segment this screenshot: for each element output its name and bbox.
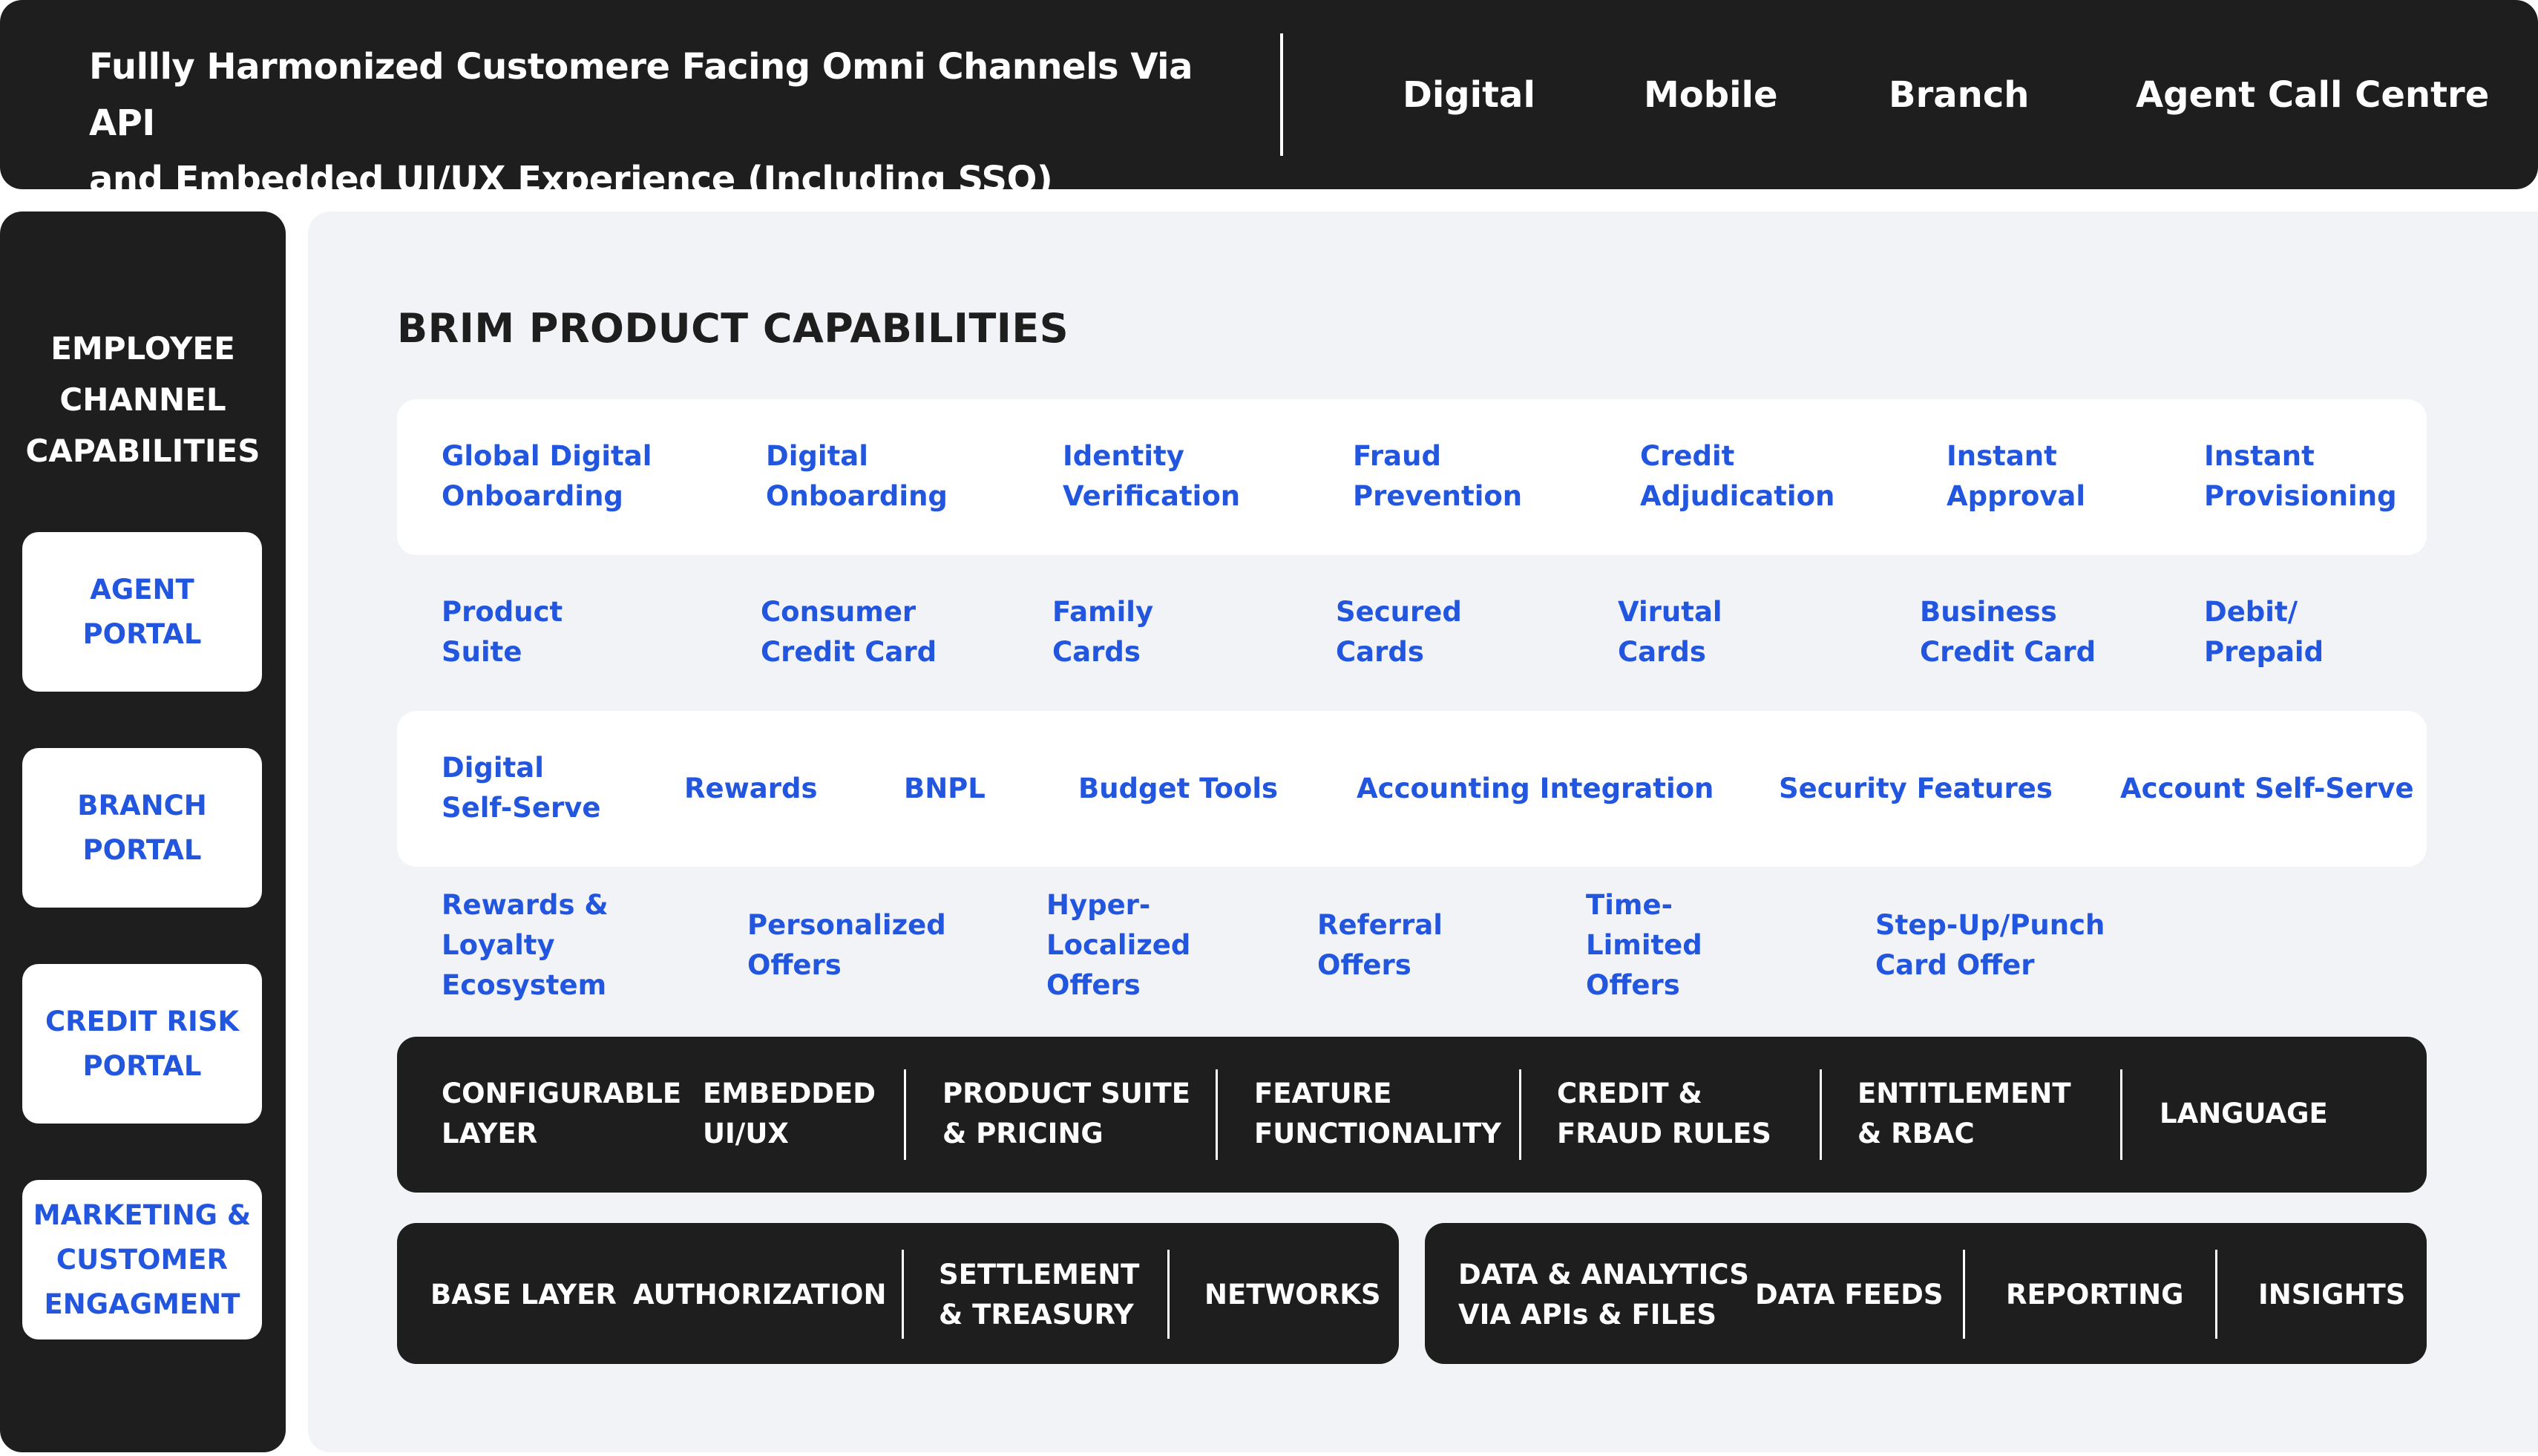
agent-portal-card: AGENT PORTAL (22, 532, 262, 692)
cap-fraud-prevention: Fraud Prevention (1353, 440, 1523, 512)
product-suite-pricing-label: PRODUCT SUITE & PRICING (942, 1078, 1191, 1150)
authorization-label: AUTHORIZATION (633, 1279, 887, 1311)
marketing-portal-label: MARKETING & CUSTOMER ENGAGMENT (33, 1198, 252, 1320)
networks-label: NETWORKS (1204, 1279, 1381, 1311)
branch-portal-label: BRANCH PORTAL (77, 789, 207, 866)
cap-consumer-credit-card: Consumer Credit Card (761, 596, 937, 668)
configurable-layer-bar (397, 1037, 2427, 1193)
configurable-divider (1216, 1069, 1218, 1160)
onboarding-row-band (397, 399, 2427, 555)
cap-rewards-loyalty-ecosystem: Rewards & Loyalty Ecosystem (442, 889, 609, 1001)
credit-fraud-rules-label: CREDIT & FRAUD RULES (1557, 1078, 1771, 1150)
credit-risk-portal-label: CREDIT RISK PORTAL (45, 1005, 240, 1082)
cap-family-cards: Family Cards (1052, 596, 1154, 668)
base-layer-label: BASE LAYER (430, 1279, 617, 1311)
cap-virtual-cards: Virutal Cards (1618, 596, 1722, 668)
self-serve-row-band (397, 711, 2427, 867)
settlement-treasury-label: SETTLEMENT & TREASURY (939, 1259, 1140, 1331)
cap-credit-adjudication: Credit Adjudication (1640, 440, 1835, 512)
cap-rewards: Rewards (684, 773, 818, 804)
configurable-divider (1519, 1069, 1521, 1160)
cap-security-features: Security Features (1779, 773, 2053, 804)
credit-risk-portal-card: CREDIT RISK PORTAL (22, 964, 262, 1124)
entitlement-rbac-label: ENTITLEMENT & RBAC (1857, 1078, 2071, 1150)
cap-digital-onboarding: Digital Onboarding (766, 440, 948, 512)
data-divider (2215, 1250, 2217, 1339)
marketing-customer-engagment-card: MARKETING & CUSTOMER ENGAGMENT (22, 1180, 262, 1339)
data-feeds-label: DATA FEEDS (1755, 1279, 1944, 1311)
cap-accounting-integration: Accounting Integration (1357, 773, 1714, 804)
configurable-divider (2120, 1069, 2122, 1160)
cap-global-digital-onboarding: Global Digital Onboarding (442, 440, 652, 512)
cap-instant-provisioning: Instant Provisioning (2204, 440, 2397, 512)
cap-instant-approval: Instant Approval (1947, 440, 2086, 512)
data-analytics-bar (1425, 1223, 2427, 1364)
cap-referral-offers: Referral Offers (1317, 909, 1443, 981)
cap-account-self-serve: Account Self-Serve (2120, 773, 2414, 804)
base-divider (902, 1250, 904, 1339)
cap-hyper-localized-offers: Hyper- Localized Offers (1046, 889, 1191, 1001)
cap-secured-cards: Secured Cards (1336, 596, 1462, 668)
base-divider (1167, 1250, 1170, 1339)
insights-label: INSIGHTS (2258, 1279, 2406, 1311)
cap-business-credit-card: Business Credit Card (1920, 596, 2096, 668)
channel-agent-call-centre: Agent Call Centre (2136, 74, 2490, 116)
cap-step-up-punch-card-offer: Step-Up/Punch Card Offer (1875, 909, 2105, 981)
cap-time-limited-offers: Time- Limited Offers (1586, 889, 1702, 1001)
channel-digital: Digital (1403, 74, 1535, 116)
employee-channel-title: EMPLOYEE CHANNEL CAPABILITIES (25, 330, 260, 469)
header-divider (1280, 33, 1283, 156)
data-divider (1963, 1250, 1965, 1339)
branch-portal-card: BRANCH PORTAL (22, 748, 262, 908)
cap-identity-verification: Identity Verification (1063, 440, 1241, 512)
cap-product-suite: Product Suite (442, 596, 563, 668)
feature-functionality-label: FEATURE FUNCTIONALITY (1254, 1078, 1501, 1150)
base-layer-bar (397, 1223, 1399, 1364)
cap-digital-self-serve: Digital Self-Serve (442, 752, 601, 824)
embedded-ui-ux-label: EMBEDDED UI/UX (703, 1078, 876, 1150)
product-capabilities-title: BRIM PRODUCT CAPABILITIES (397, 305, 1069, 352)
channel-mobile: Mobile (1644, 74, 1778, 116)
reporting-label: REPORTING (2006, 1279, 2184, 1311)
cap-budget-tools: Budget Tools (1078, 773, 1279, 804)
channels-header (0, 0, 2538, 189)
agent-portal-label: AGENT PORTAL (82, 573, 202, 650)
language-label: LANGUAGE (2160, 1098, 2328, 1129)
channels-title: Fullly Harmonized Customere Facing Omni … (89, 46, 1193, 200)
cap-bnpl: BNPL (904, 773, 986, 804)
configurable-layer-label: CONFIGURABLE LAYER (442, 1078, 682, 1150)
configurable-divider (1820, 1069, 1822, 1160)
cap-personalized-offers: Personalized Offers (747, 909, 946, 981)
cap-debit-prepaid: Debit/ Prepaid (2204, 596, 2324, 668)
data-analytics-label: DATA & ANALYTICS VIA APIs & FILES (1458, 1259, 1749, 1331)
channel-branch: Branch (1889, 74, 2030, 116)
configurable-divider (904, 1069, 906, 1160)
